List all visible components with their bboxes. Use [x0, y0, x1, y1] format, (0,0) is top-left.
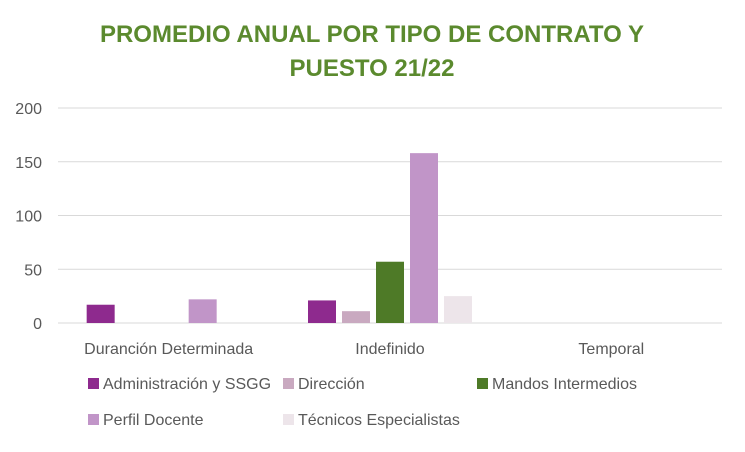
bar-1-0: [308, 300, 336, 323]
legend-swatch-0: [88, 378, 99, 389]
legend-label-2: Mandos Intermedios: [492, 376, 637, 393]
chart-title-line-2: PUESTO 21/22: [290, 55, 455, 82]
y-tick-label: 50: [24, 262, 42, 279]
y-axis-ticks: 0 50 100 150 200: [15, 101, 42, 333]
y-tick-label: 0: [33, 316, 42, 333]
legend-label-3: Perfil Docente: [103, 412, 204, 429]
legend-swatch-1: [283, 378, 294, 389]
bar-1-2: [376, 261, 404, 323]
grid-lines: [58, 107, 722, 324]
legend-swatch-4: [283, 414, 294, 425]
y-tick-label: 200: [15, 101, 42, 118]
legend-label-0: Administración y SSGG: [103, 376, 271, 393]
legend-swatch-3: [88, 414, 99, 425]
category-label: Temporal: [578, 341, 644, 358]
legend-label-1: Dirección: [298, 376, 365, 393]
chart-title-line-1: PROMEDIO ANUAL POR TIPO DE CONTRATO Y: [100, 21, 644, 48]
bar-1-1: [342, 311, 370, 323]
x-axis-categories: Duranción Determinada Indefinido Temporal: [84, 341, 644, 358]
category-label: Duranción Determinada: [84, 341, 253, 358]
legend: Administración y SSGG Dirección Mandos Int…: [88, 376, 637, 429]
bar-0-3: [188, 299, 217, 323]
category-label: Indefinido: [355, 341, 424, 358]
bars: [86, 153, 472, 323]
bar-1-3: [410, 153, 438, 323]
legend-label-4: Técnicos Especialistas: [298, 412, 460, 429]
bar-0-0: [86, 304, 115, 323]
legend-swatch-2: [477, 378, 488, 389]
y-tick-label: 100: [15, 209, 42, 226]
bar-1-4: [444, 296, 472, 323]
y-tick-label: 150: [15, 155, 42, 172]
